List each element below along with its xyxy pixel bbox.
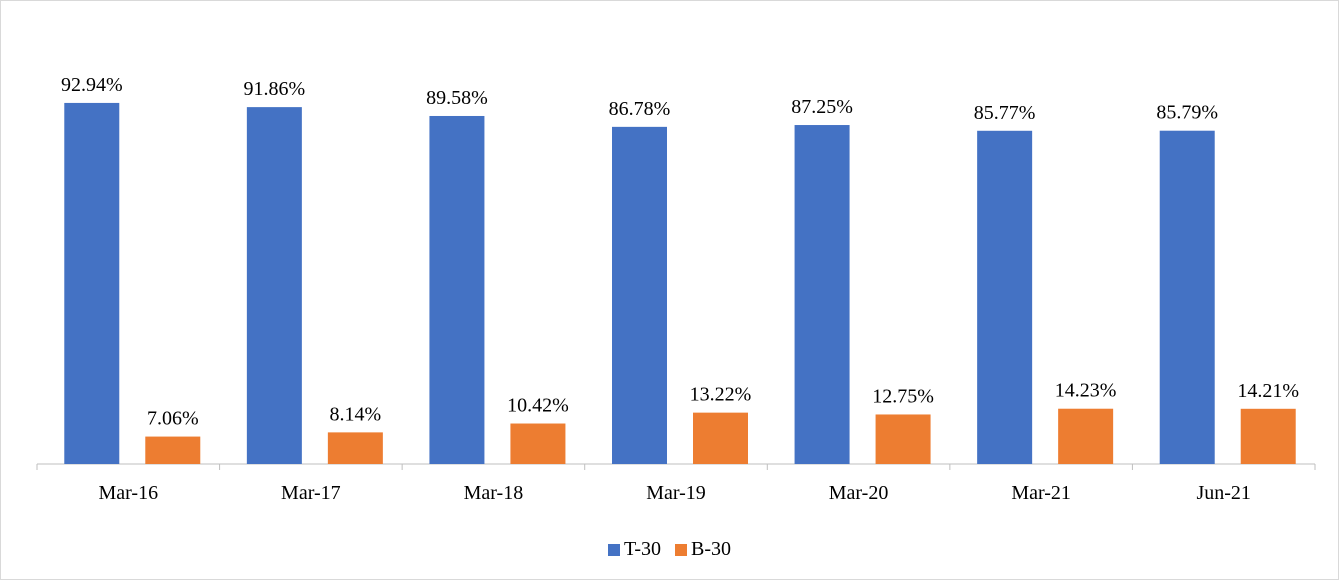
bar-b30: [145, 436, 201, 464]
data-label-b30: 10.42%: [507, 395, 569, 417]
bar-t30: [1159, 130, 1215, 464]
data-label-b30: 7.06%: [147, 408, 199, 430]
legend-item-b30: B-30: [675, 538, 731, 561]
data-label-t30: 92.94%: [61, 74, 123, 96]
legend: T-30 B-30: [0, 538, 1339, 561]
data-label-t30: 89.58%: [426, 87, 488, 109]
data-label-t30: 85.79%: [1156, 102, 1218, 124]
x-tick-label: Mar-17: [281, 482, 341, 504]
data-label-t30: 87.25%: [791, 96, 853, 118]
bar-b30: [875, 414, 931, 464]
bar-b30: [1058, 408, 1114, 464]
data-label-t30: 86.78%: [609, 98, 671, 120]
legend-label-t30: T-30: [623, 538, 662, 560]
legend-swatch-b30: [675, 543, 688, 556]
bars: [64, 102, 1296, 465]
data-label-b30: 12.75%: [872, 385, 934, 407]
category-labels: Mar-16 Mar-17 Mar-18 Mar-19 Mar-20 Mar-21 Jun-…: [98, 482, 1250, 504]
x-tick-label: Mar-18: [464, 482, 524, 504]
bar-t30: [794, 125, 850, 464]
x-axis-ticks: [36, 464, 1316, 470]
legend-label-b30: B-30: [691, 538, 732, 560]
bar-b30: [510, 423, 566, 464]
bar-t30: [977, 130, 1033, 464]
data-label-t30: 91.86%: [244, 78, 306, 100]
bar-t30: [246, 107, 302, 464]
value-labels: 92.94% 7.06% 91.86% 8.14% 89.58% 10.42% 86.78%…: [61, 74, 1299, 430]
legend-item-t30: T-30: [607, 538, 662, 561]
x-tick-label: Jun-21: [1196, 482, 1250, 504]
bar-t30: [612, 126, 667, 464]
data-label-b30: 14.23%: [1055, 380, 1117, 402]
data-label-t30: 85.77%: [974, 102, 1036, 124]
x-tick-label: Mar-19: [646, 482, 706, 504]
x-tick-label: Mar-21: [1011, 482, 1071, 504]
bar-b30: [1240, 408, 1296, 464]
data-label-b30: 14.21%: [1237, 380, 1299, 402]
x-tick-label: Mar-16: [98, 482, 158, 504]
bar-b30: [327, 432, 383, 464]
data-label-b30: 8.14%: [330, 403, 382, 425]
x-tick-label: Mar-20: [829, 482, 889, 504]
bar-t30: [64, 102, 120, 464]
legend-swatch-t30: [607, 543, 620, 556]
data-label-b30: 13.22%: [690, 384, 752, 406]
bar-b30: [693, 412, 748, 464]
bar-t30: [429, 115, 485, 465]
